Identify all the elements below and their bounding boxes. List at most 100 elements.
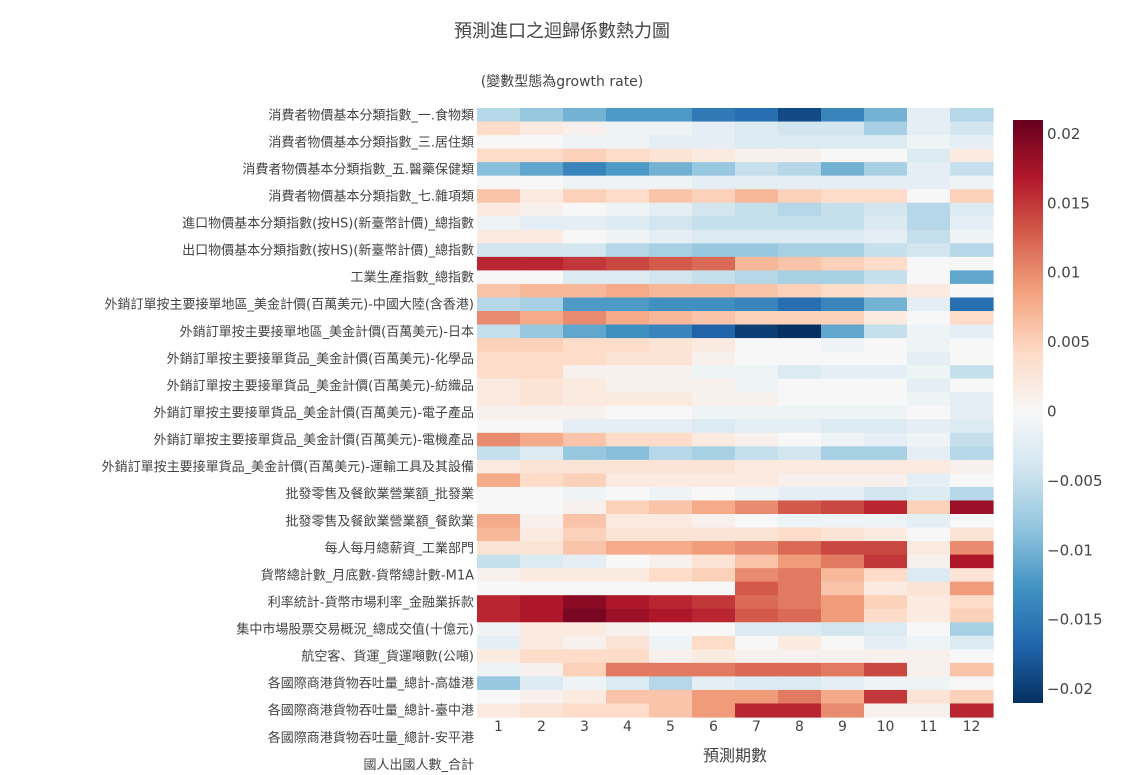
heatmap-cell	[950, 351, 994, 366]
heatmap-cell	[692, 297, 736, 312]
heatmap-cell	[563, 392, 607, 407]
colorbar	[1013, 120, 1043, 703]
heatmap-cell	[864, 405, 908, 420]
heatmap-cell	[821, 459, 865, 474]
heatmap-cell	[649, 121, 693, 136]
heatmap-cell	[735, 527, 779, 542]
heatmap-cell	[950, 378, 994, 393]
heatmap-cell	[950, 595, 994, 610]
heatmap-cell	[907, 473, 951, 488]
heatmap-cell	[778, 392, 822, 407]
heatmap-cell	[692, 216, 736, 231]
heatmap-cell	[907, 283, 951, 299]
heatmap-cell	[735, 554, 779, 569]
heatmap-cell	[477, 527, 521, 542]
heatmap-cell	[864, 568, 908, 583]
heatmap-cell	[907, 365, 951, 380]
heatmap-cell	[649, 595, 693, 610]
heatmap-cell	[520, 514, 564, 529]
heatmap-cell	[907, 405, 951, 420]
heatmap-cell	[821, 595, 865, 610]
heatmap-cell	[907, 608, 951, 623]
heatmap-cell	[692, 500, 736, 515]
heatmap-cell	[692, 108, 736, 123]
heatmap-cell	[907, 243, 951, 258]
heatmap-cell	[606, 297, 650, 312]
heatmap-cell	[477, 703, 521, 718]
heatmap-cell	[477, 216, 521, 231]
heatmap-cell	[606, 283, 650, 299]
heatmap-cell	[606, 595, 650, 610]
heatmap-cell	[950, 608, 994, 623]
heatmap-cell	[649, 581, 693, 596]
heatmap-cell	[864, 351, 908, 366]
y-tick-label: 各國際商港貨物吞吐量_總計-安平港	[268, 730, 474, 746]
heatmap-cell	[735, 229, 779, 244]
heatmap-cell	[520, 486, 564, 502]
heatmap-cell	[778, 108, 822, 123]
heatmap-cell	[907, 676, 951, 691]
heatmap-cell	[606, 216, 650, 231]
heatmap-cell	[907, 635, 951, 650]
heatmap-cell	[735, 486, 779, 502]
heatmap-cell	[950, 121, 994, 136]
heatmap-cell	[864, 527, 908, 542]
heatmap-cell	[864, 514, 908, 529]
heatmap-cell	[520, 527, 564, 542]
heatmap-cell	[821, 541, 865, 556]
heatmap-cell	[692, 202, 736, 217]
heatmap-cell	[477, 324, 521, 339]
heatmap-cell	[563, 622, 607, 637]
x-tick-label: 7	[752, 719, 761, 735]
heatmap-cell	[950, 189, 994, 204]
heatmap-cell	[606, 324, 650, 339]
heatmap-cell	[778, 202, 822, 217]
heatmap-cell	[477, 405, 521, 420]
heatmap-cell	[649, 608, 693, 623]
heatmap-cell	[477, 581, 521, 596]
heatmap-cell	[778, 459, 822, 474]
heatmap-cell	[950, 486, 994, 502]
heatmap-cell	[520, 297, 564, 312]
heatmap-cell	[907, 392, 951, 407]
heatmap-cell	[778, 256, 822, 271]
heatmap-cell	[649, 351, 693, 366]
heatmap-cell	[692, 676, 736, 691]
heatmap-cell	[692, 189, 736, 204]
heatmap-cell	[735, 338, 779, 353]
heatmap-cell	[864, 486, 908, 502]
heatmap-cell	[821, 108, 865, 123]
heatmap-cell	[692, 703, 736, 718]
heatmap-cell	[735, 568, 779, 583]
heatmap-cell	[606, 473, 650, 488]
heatmap-cell	[563, 175, 607, 190]
y-tick-label: 外銷訂單按主要接單貨品_美金計價(百萬美元)-運輸工具及其設備	[102, 459, 474, 475]
heatmap-cell	[520, 649, 564, 664]
heatmap-cell	[520, 189, 564, 204]
heatmap-cell	[735, 202, 779, 217]
y-tick-labels: 消費者物價基本分類指數_一.食物類消費者物價基本分類指數_三.居住類消費者物價基…	[102, 107, 474, 773]
heatmap-cell	[821, 635, 865, 650]
heatmap-cell	[907, 459, 951, 474]
heatmap-cell	[606, 270, 650, 285]
heatmap-cell	[950, 175, 994, 190]
heatmap-cell	[864, 311, 908, 326]
heatmap-cell	[778, 283, 822, 299]
heatmap-cell	[864, 595, 908, 610]
heatmap-cell	[606, 527, 650, 542]
heatmap-cell	[778, 622, 822, 637]
heatmap-cell	[821, 270, 865, 285]
heatmap-cell	[563, 554, 607, 569]
heatmap-cell	[692, 432, 736, 447]
heatmap-cell	[692, 229, 736, 244]
heatmap-cell	[864, 256, 908, 271]
heatmap-cell	[735, 703, 779, 718]
y-tick-label: 出口物價基本分類指數(按HS)(新臺幣計價)_總指數	[182, 243, 474, 259]
heatmap-cell	[477, 608, 521, 623]
x-tick-label: 12	[963, 719, 981, 735]
heatmap-cell	[692, 459, 736, 474]
heatmap-cell	[649, 378, 693, 393]
x-tick-label: 9	[838, 719, 847, 735]
heatmap-cell	[735, 216, 779, 231]
